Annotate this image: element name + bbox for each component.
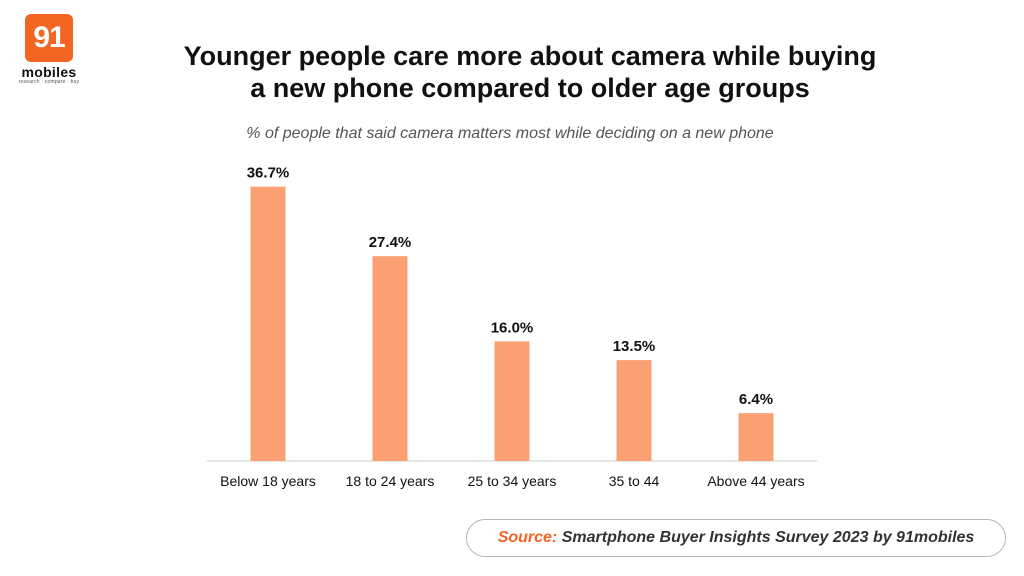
bar-value-label: 16.0% — [491, 319, 534, 336]
bar — [250, 186, 286, 462]
logo-number: 91 — [25, 14, 73, 62]
bar — [494, 341, 530, 461]
bar — [738, 413, 774, 461]
x-tick-label: Above 44 years — [707, 473, 804, 489]
x-tick-label: 18 to 24 years — [346, 473, 435, 489]
source-prefix: Source: — [497, 529, 558, 546]
bar — [616, 360, 652, 461]
bar — [372, 256, 408, 461]
bar-value-label: 6.4% — [739, 391, 773, 408]
chart-title: Younger people care more about camera wh… — [80, 40, 980, 104]
x-tick-label: 35 to 44 — [609, 473, 660, 489]
bar-value-label: 27.4% — [369, 234, 412, 251]
bar-value-label: 13.5% — [613, 338, 656, 355]
chart-subtitle: % of people that said camera matters mos… — [246, 125, 774, 142]
source-note: Source: Smartphone Buyer Insights Survey… — [466, 519, 1006, 557]
brand-logo: 91 mobiles research · compare · buy — [14, 14, 84, 85]
x-tick-label: 25 to 34 years — [468, 473, 557, 489]
chart-title-line-2: a new phone compared to older age groups — [250, 73, 810, 103]
bar-value-label: 36.7% — [247, 165, 290, 182]
x-tick-label: Below 18 years — [220, 473, 316, 489]
logo-wordmark: mobiles — [21, 64, 77, 80]
source-text: Smartphone Buyer Insights Survey 2023 by… — [561, 529, 975, 546]
logo-tagline: research · compare · buy — [18, 79, 80, 85]
chart-title-line-1: Younger people care more about camera wh… — [183, 41, 877, 71]
